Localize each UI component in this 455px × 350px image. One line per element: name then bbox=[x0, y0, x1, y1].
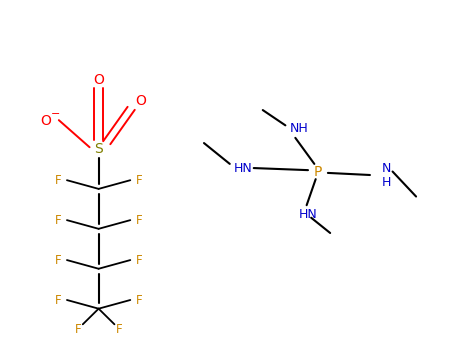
Text: −: − bbox=[51, 109, 60, 119]
Text: O: O bbox=[40, 114, 51, 128]
Text: O: O bbox=[136, 94, 147, 108]
Text: F: F bbox=[136, 294, 142, 307]
Text: HN: HN bbox=[233, 162, 252, 175]
Text: F: F bbox=[116, 323, 122, 336]
Text: HN: HN bbox=[299, 208, 318, 221]
Text: S: S bbox=[94, 142, 103, 156]
Text: NH: NH bbox=[289, 122, 308, 135]
Text: F: F bbox=[136, 253, 142, 267]
Text: F: F bbox=[55, 214, 61, 227]
Text: H: H bbox=[382, 176, 391, 189]
Text: F: F bbox=[55, 174, 61, 187]
Text: F: F bbox=[136, 174, 142, 187]
Text: O: O bbox=[93, 72, 104, 86]
Text: F: F bbox=[55, 294, 61, 307]
Text: N: N bbox=[382, 162, 391, 175]
Text: F: F bbox=[55, 253, 61, 267]
Text: F: F bbox=[75, 323, 81, 336]
Text: F: F bbox=[136, 214, 142, 227]
Text: P: P bbox=[314, 164, 322, 178]
